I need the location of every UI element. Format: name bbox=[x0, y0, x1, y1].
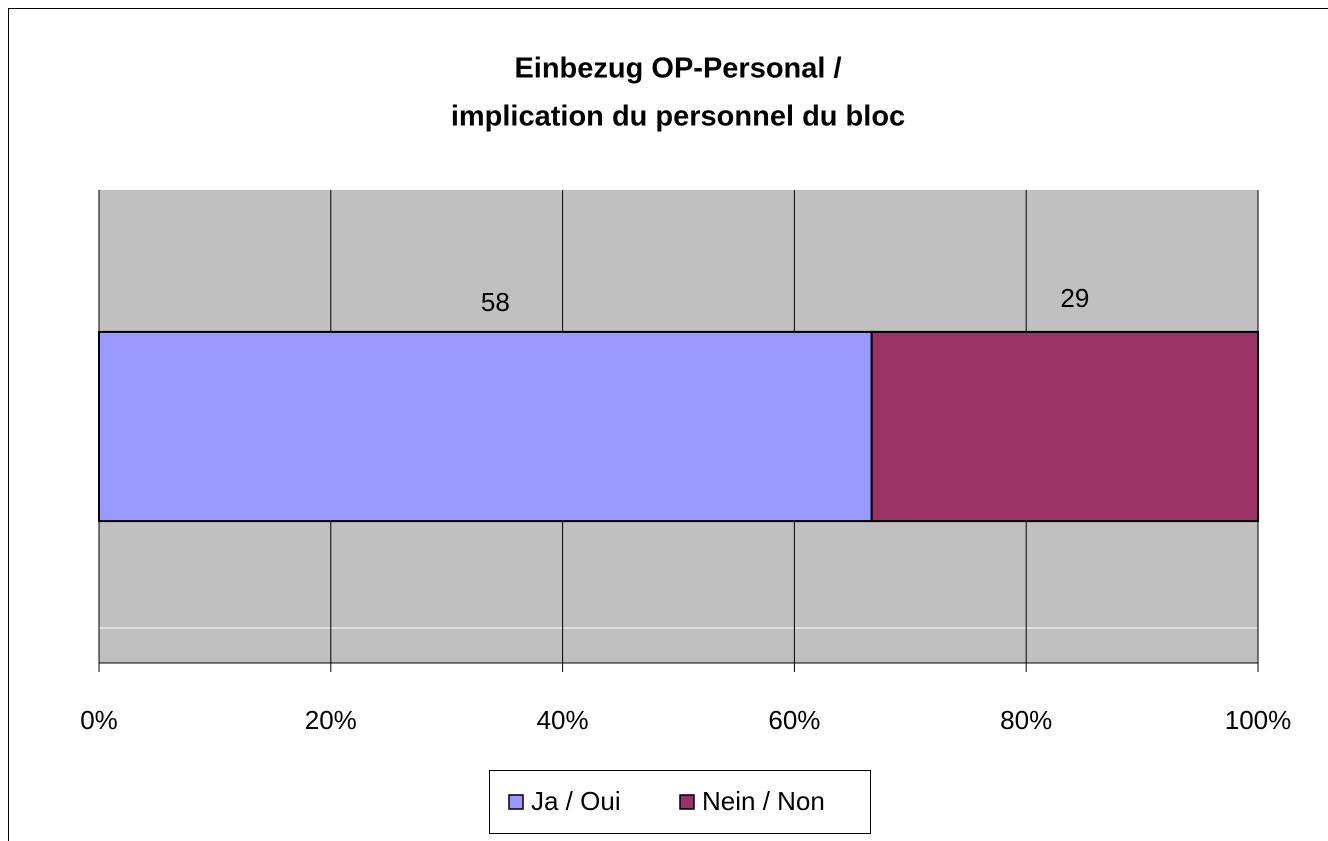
legend-swatch bbox=[679, 794, 695, 810]
legend-swatch bbox=[508, 794, 524, 810]
legend-label: Nein / Non bbox=[702, 786, 825, 816]
data-label: 58 bbox=[481, 287, 510, 317]
bar-segment bbox=[98, 330, 873, 523]
x-tick-label: 40% bbox=[537, 705, 589, 735]
chart-title: implication du personnel du bloc bbox=[451, 101, 905, 133]
x-tick-label: 80% bbox=[1000, 705, 1052, 735]
x-tick-label: 20% bbox=[305, 705, 357, 735]
x-tick-label: 0% bbox=[80, 705, 118, 735]
chart-title: Einbezug OP-Personal / bbox=[514, 53, 841, 85]
x-tick-label: 100% bbox=[1225, 705, 1292, 735]
data-label: 29 bbox=[1060, 283, 1089, 313]
bar-segment bbox=[870, 330, 1260, 523]
x-tick-label: 60% bbox=[768, 705, 820, 735]
legend-label: Ja / Oui bbox=[531, 786, 621, 816]
